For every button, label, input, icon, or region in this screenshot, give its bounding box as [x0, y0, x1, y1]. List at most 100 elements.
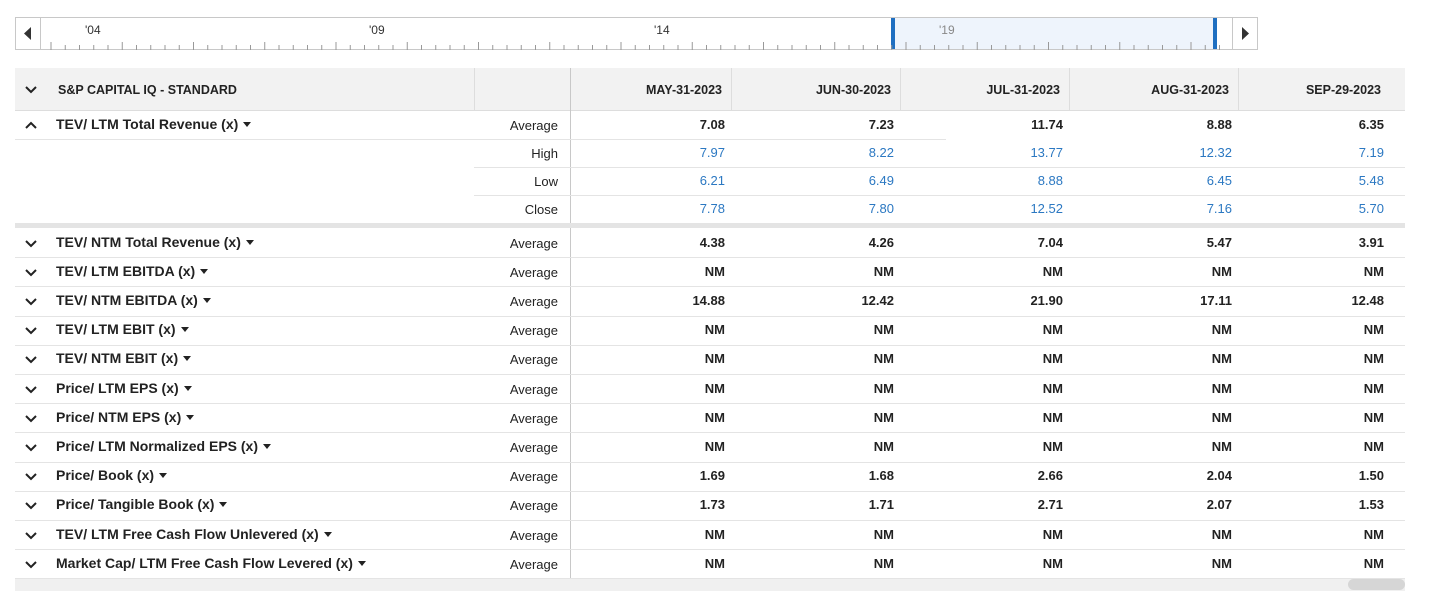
cell-value: 1.68 — [868, 468, 894, 484]
cell-value: 13.77 — [1030, 145, 1063, 160]
cell-value: NM — [1211, 263, 1232, 279]
cell-value: 2.66 — [1037, 468, 1063, 484]
stat-label: Low — [534, 174, 558, 189]
expand-toggle[interactable] — [24, 323, 38, 337]
column-header: SEP-29-2023 — [1305, 83, 1381, 97]
expand-toggle[interactable] — [24, 440, 38, 454]
dropdown[interactable] — [243, 122, 252, 127]
chevron — [25, 473, 37, 481]
metric-name: TEV/ LTM Total Revenue (x) — [56, 116, 252, 132]
metric-name: TEV/ LTM Free Cash Flow Unlevered (x) — [56, 526, 332, 542]
cell-value: NM — [704, 263, 725, 279]
dropdown[interactable] — [245, 239, 254, 245]
stat-label: Average — [509, 118, 558, 133]
cell-value: 12.52 — [1030, 201, 1063, 216]
dropdown[interactable] — [202, 298, 211, 303]
cell-value: NM — [704, 439, 725, 454]
dropdown[interactable] — [323, 531, 332, 537]
expand-toggle[interactable] — [24, 294, 38, 308]
timeline-right-arrow[interactable] — [1232, 17, 1258, 50]
cell-value: NM — [1211, 439, 1232, 454]
cell-value: NM — [1211, 526, 1232, 542]
cell-value: 7.23 — [868, 117, 894, 132]
header-title: S&P CAPITAL IQ - STANDARD — [58, 83, 237, 97]
expand-toggle[interactable] — [24, 352, 38, 366]
cell-value: NM — [1363, 263, 1384, 279]
dropdown[interactable] — [183, 385, 192, 391]
chevron — [25, 121, 37, 129]
dropdown[interactable] — [200, 268, 209, 274]
divider — [900, 68, 901, 111]
expand-toggle[interactable] — [24, 469, 38, 483]
cell-value: NM — [873, 409, 894, 425]
chevron — [25, 356, 37, 364]
stat-label: Average — [509, 381, 558, 397]
dropdown[interactable] — [183, 356, 192, 362]
cell-value: NM — [1042, 439, 1063, 454]
expand-toggle[interactable] — [24, 411, 38, 425]
cell-value: 7.16 — [1206, 201, 1232, 216]
stat-label: Average — [509, 294, 558, 309]
row-line — [15, 578, 1405, 580]
dropdown[interactable] — [159, 473, 168, 479]
cell-value: NM — [1211, 409, 1232, 425]
stat-label: Average — [509, 323, 558, 339]
metric-name: TEV/ NTM EBITDA (x) — [56, 292, 211, 308]
cell-value: 8.88 — [1206, 117, 1232, 132]
chevron — [25, 531, 37, 540]
cell-value: NM — [1042, 351, 1063, 367]
cell-value: 7.08 — [699, 117, 725, 132]
cell-value: NM — [704, 526, 725, 542]
cell-value: NM — [704, 555, 725, 571]
cell-value: 2.04 — [1206, 468, 1232, 484]
chevron — [25, 385, 37, 394]
cell-value: 1.73 — [699, 497, 725, 513]
cell-value: NM — [1042, 409, 1063, 425]
expand-toggle[interactable] — [24, 265, 38, 279]
stat-label: High — [531, 146, 558, 161]
expand-toggle[interactable] — [24, 528, 38, 542]
row-line — [474, 167, 1405, 168]
cell-value: NM — [1363, 555, 1384, 571]
expand-toggle[interactable] — [24, 382, 38, 396]
metric-name: Price/ LTM Normalized EPS (x) — [56, 438, 272, 454]
cell-value: 8.88 — [1037, 173, 1063, 188]
chevron — [25, 327, 37, 335]
timeline-selection[interactable] — [891, 18, 1217, 49]
dropdown[interactable] — [357, 560, 366, 566]
stat-label: Average — [509, 352, 558, 368]
row-line — [15, 315, 1405, 317]
dropdown[interactable] — [263, 444, 272, 449]
divider — [1238, 68, 1239, 111]
row-line — [15, 374, 1405, 375]
cell-value: 5.48 — [1358, 173, 1384, 188]
expand-toggle[interactable] — [24, 236, 38, 250]
timeline-label: '14 — [654, 23, 670, 37]
stat-label: Average — [509, 556, 558, 572]
expand-toggle[interactable] — [24, 118, 38, 132]
cell-value: 14.88 — [692, 293, 725, 308]
chevron — [25, 444, 37, 452]
stat-label: Average — [509, 527, 558, 543]
metric-name: TEV/ LTM EBIT (x) — [56, 321, 189, 337]
timeline-left-arrow[interactable] — [15, 17, 41, 50]
cell-value: 17.11 — [1200, 293, 1232, 308]
dropdown[interactable] — [180, 327, 189, 333]
scroll-thumb[interactable] — [1348, 579, 1405, 590]
row-line — [15, 520, 1405, 521]
dropdown[interactable] — [219, 502, 228, 508]
stat-label: Close — [524, 202, 558, 217]
cell-value: NM — [873, 263, 894, 279]
cell-value: 1.69 — [699, 468, 725, 484]
cell-value: NM — [873, 351, 894, 367]
timeline-label: '19 — [939, 23, 955, 37]
cell-value: 2.07 — [1206, 497, 1232, 513]
stat-label: Average — [509, 469, 558, 485]
expand-toggle[interactable] — [24, 557, 38, 571]
dropdown[interactable] — [186, 414, 195, 420]
expand-toggle[interactable] — [24, 498, 38, 512]
cell-value: 5.70 — [1358, 201, 1384, 216]
cell-value: NM — [1211, 351, 1232, 367]
collapse-toggle[interactable] — [24, 82, 38, 101]
